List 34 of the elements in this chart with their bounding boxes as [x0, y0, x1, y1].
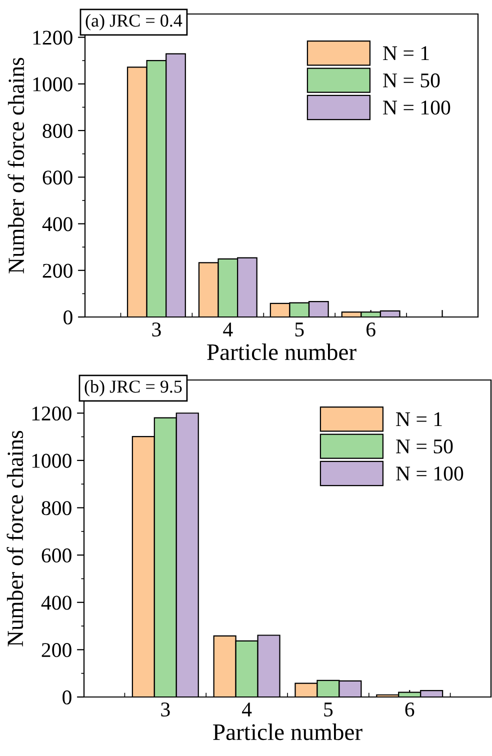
y-tick-label: 1200	[33, 30, 72, 45]
legend-label: N = 50	[383, 73, 440, 88]
y-axis-title: Number of force chains	[8, 58, 24, 274]
legend-label: N = 100	[396, 466, 464, 481]
chart-title: (b) JRC = 9.5	[84, 380, 182, 396]
x-tick-label: 6	[405, 702, 414, 717]
legend-label: N = 1	[383, 46, 429, 60]
x-tick-label: 4	[242, 702, 252, 716]
y-tick-label: 800	[42, 124, 72, 138]
y-tick-label: 0	[62, 690, 72, 704]
y-tick-label: 0	[64, 310, 72, 324]
y-tick-label: 800	[42, 501, 72, 516]
chart-title: (a) JRC = 0.4	[86, 14, 182, 30]
x-tick-label: 3	[161, 702, 170, 717]
x-tick-label: 6	[366, 322, 376, 337]
x-tick-label: 3	[152, 322, 161, 337]
x-tick-label: 4	[223, 322, 233, 336]
x-axis-title: Particle number	[207, 344, 356, 360]
y-tick-label: 1000	[32, 454, 72, 468]
y-tick-label: 400	[42, 217, 72, 232]
y-tick-label: 200	[42, 264, 72, 278]
x-axis-title: Particle number	[213, 724, 362, 740]
legend-label: N = 1	[396, 412, 442, 426]
x-tick-label: 5	[295, 322, 304, 337]
y-axis-title: Number of force chains	[6, 430, 24, 646]
legend-label: N = 100	[383, 100, 450, 115]
x-tick-label: 5	[324, 702, 333, 717]
legend-label: N = 50	[396, 439, 453, 454]
y-tick-label: 600	[42, 548, 72, 562]
y-tick-label: 600	[42, 170, 72, 185]
y-tick-label: 400	[41, 596, 72, 610]
y-tick-label: 200	[42, 643, 72, 658]
y-tick-label: 1200	[32, 406, 72, 421]
y-tick-label: 1000	[33, 77, 72, 92]
